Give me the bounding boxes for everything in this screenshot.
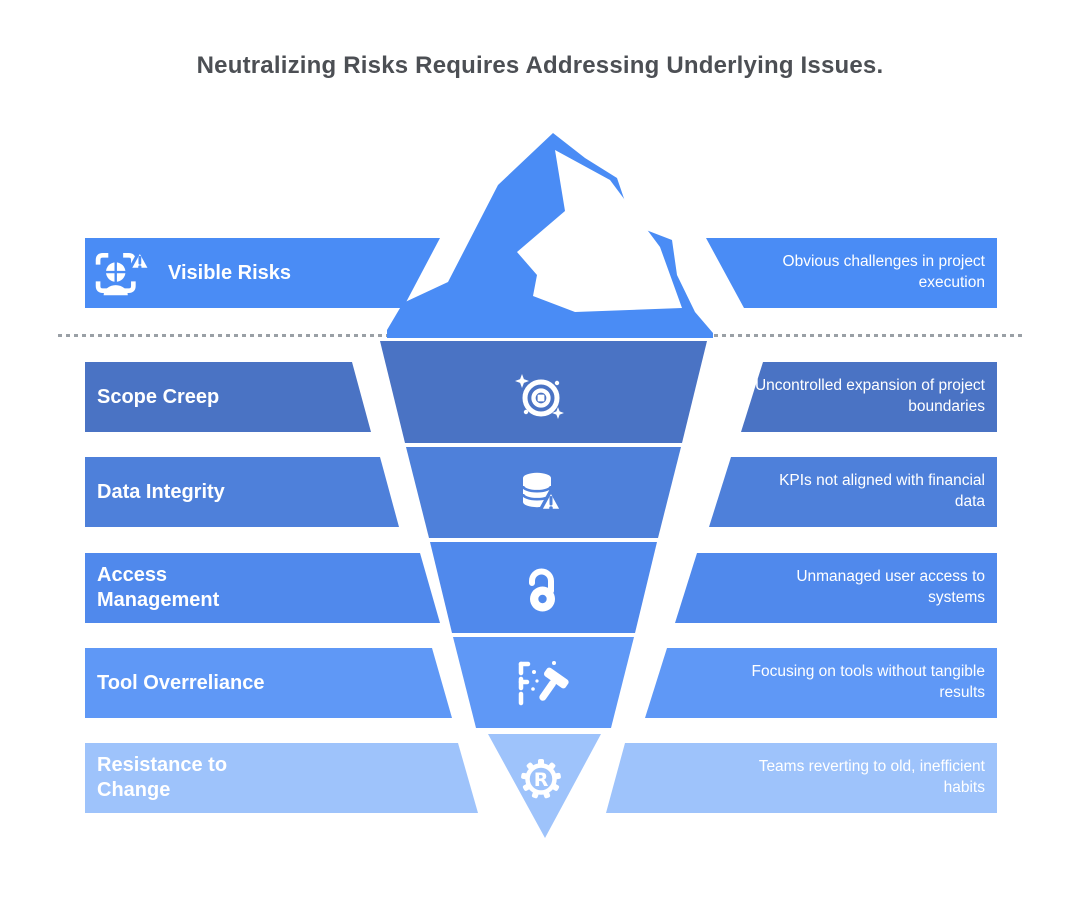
iceberg-segment-tool-overreliance (453, 637, 634, 728)
row-description: Unmanaged user access to systems (796, 568, 985, 606)
gear-letter: R (534, 769, 549, 791)
row-description: Obvious challenges in project execution (782, 253, 985, 291)
page-title: Neutralizing Risks Requires Addressing U… (196, 52, 884, 79)
band-left-data-integrity (85, 457, 399, 527)
resistance-to-change-label-band: Resistance to Change (97, 743, 292, 813)
row-label: Access Management (97, 564, 220, 611)
scope-creep-label-band: Scope Creep (97, 362, 219, 432)
tool-overreliance-label-band: Tool Overreliance (97, 648, 264, 718)
band-right-data-integrity (709, 457, 997, 527)
row-label: Resistance to Change (97, 754, 228, 801)
row-description: KPIs not aligned with financial data (779, 472, 985, 510)
band-right-tool-overreliance (645, 648, 997, 718)
data-integrity-label-band: Data Integrity (97, 457, 225, 527)
row-description: Uncontrolled expansion of project bounda… (754, 377, 985, 415)
band-left-resistance-to-change (85, 743, 478, 813)
visible-risks-row: Visible Risks (95, 238, 291, 308)
chisel-hammer-icon (518, 661, 569, 709)
open-lock-icon (529, 568, 555, 612)
row-description: Focusing on tools without tangible resul… (751, 663, 985, 701)
row-label: Tool Overreliance (97, 671, 265, 694)
iceberg-segment-resistance-to-change (488, 734, 601, 838)
gear-r-icon: R (521, 759, 561, 799)
band-right-access-management (675, 553, 997, 623)
person-scan-warning-icon (95, 249, 152, 296)
row-label: Visible Risks (168, 261, 292, 284)
row-description: Teams reverting to old, inefficient habi… (758, 758, 985, 796)
band-right-visible-risks (706, 238, 997, 308)
iceberg-snow-face (517, 150, 682, 312)
band-left-scope-creep (85, 362, 371, 432)
target-sparkles-icon (515, 374, 564, 419)
row-label: Scope Creep (97, 385, 220, 408)
band-right-scope-creep (741, 362, 997, 432)
band-right-resistance-to-change (606, 743, 997, 813)
band-left-tool-overreliance (85, 648, 452, 718)
band-left-access-management (85, 553, 440, 623)
band-left-visible-risks (85, 238, 440, 308)
row-label: Data Integrity (97, 480, 225, 503)
access-management-label-band: Access Management (97, 553, 292, 623)
database-warning-icon (521, 472, 564, 513)
